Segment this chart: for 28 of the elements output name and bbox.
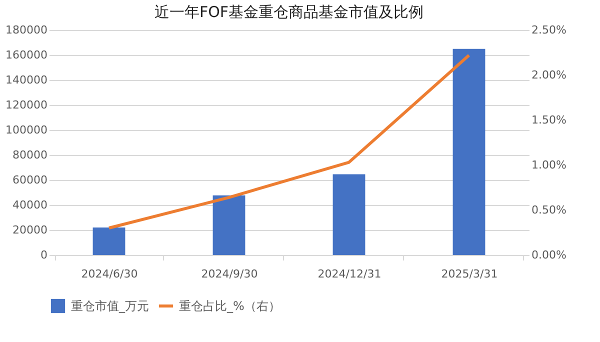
x-tick-label: 2024/9/30: [201, 268, 258, 280]
y-tick-label: 80000: [12, 148, 48, 162]
y-tick-label: 120000: [6, 98, 48, 112]
legend-label: 重仓占比_%（右）: [179, 299, 280, 313]
line-series: [108, 54, 470, 230]
x-tick-label: 2024/6/30: [81, 268, 138, 280]
x-tick-label: 2024/12/31: [318, 268, 382, 280]
y-tick-label: 40000: [12, 198, 48, 212]
bar: [92, 228, 126, 255]
bar: [452, 48, 486, 255]
y2-tick-label: 0.50%: [532, 204, 566, 216]
y-tick-label: 160000: [6, 48, 48, 62]
legend-label: 重仓市值_万元: [71, 299, 149, 313]
bar: [332, 174, 366, 255]
y-tick-label: 0: [40, 248, 48, 262]
bar: [212, 195, 246, 255]
y2-tick-label: 2.50%: [532, 24, 566, 36]
x-tick-label: 2025/3/31: [441, 268, 498, 280]
chart-title: 近一年FOF基金重仓商品基金市值及比例: [154, 3, 424, 21]
y2-tick-label: 0.00%: [532, 248, 566, 262]
y2-tick-label: 1.00%: [532, 158, 566, 172]
y-tick-label: 20000: [12, 224, 48, 236]
y-tick-label: 140000: [6, 74, 48, 86]
y-tick-label: 60000: [12, 174, 48, 186]
y2-tick-label: 2.00%: [532, 68, 566, 82]
y-tick-label: 100000: [6, 124, 48, 136]
y2-tick-label: 1.50%: [532, 114, 566, 126]
y-tick-label: 180000: [6, 24, 48, 36]
